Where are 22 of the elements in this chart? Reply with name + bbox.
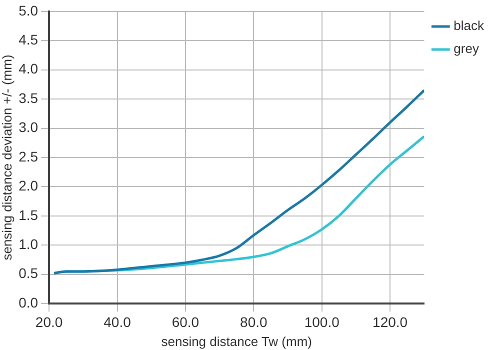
x-tick-label: 100.0 bbox=[304, 314, 340, 330]
y-tick-label: 5.0 bbox=[18, 2, 38, 18]
y-tick-label: 4.5 bbox=[18, 31, 38, 48]
y-tick-label: 3.5 bbox=[18, 90, 38, 106]
legend-label: grey bbox=[454, 41, 480, 56]
line-series bbox=[52, 89, 424, 274]
y-tick-label: 1.5 bbox=[18, 206, 38, 223]
y-tick-label: 0.5 bbox=[18, 265, 38, 282]
x-axis-title: sensing distance Tw (mm) bbox=[161, 334, 312, 349]
x-tick-label: 80.0 bbox=[240, 314, 268, 330]
y-tick-label: 4.0 bbox=[18, 60, 38, 77]
x-tick-label: 120.0 bbox=[372, 314, 408, 330]
y-tick-label: 2.0 bbox=[18, 178, 38, 194]
x-tick-label: 20.0 bbox=[35, 314, 63, 330]
x-tick-label: 40.0 bbox=[104, 314, 132, 330]
y-axis-title: sensing distance deviation +/- (mm) bbox=[0, 54, 14, 260]
y-tick-label: 0.0 bbox=[18, 294, 38, 310]
y-tick-label: 3.0 bbox=[18, 119, 38, 136]
legend-label: black bbox=[454, 18, 484, 34]
y-tick-label: 2.5 bbox=[18, 148, 38, 164]
y-tick-label: 1.0 bbox=[18, 236, 38, 252]
x-tick-label: 60.0 bbox=[172, 314, 200, 330]
